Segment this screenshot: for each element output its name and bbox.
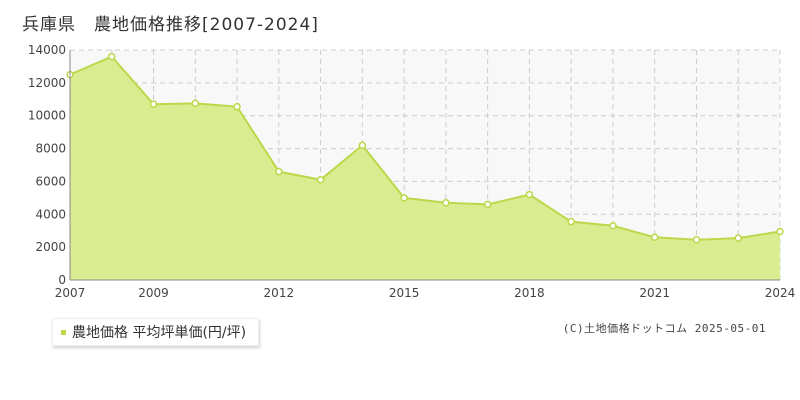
data-point [609,222,617,230]
data-point [400,194,408,202]
x-tick-label: 2024 [765,286,796,300]
data-point [734,234,742,242]
x-tick-label: 2009 [138,286,169,300]
series-area [70,56,780,281]
x-tick-label: 2012 [264,286,295,300]
x-tick-label: 2007 [55,286,86,300]
x-tick-label: 2015 [389,286,420,300]
y-tick-label: 0 [58,273,66,287]
y-tick-label: 10000 [28,109,66,123]
data-point [191,99,200,108]
y-tick-label: 4000 [35,207,66,221]
data-point [525,190,534,199]
data-point [776,227,784,236]
data-point [650,233,659,242]
y-tick-label: 2000 [35,240,66,254]
series-line [69,55,781,241]
data-point [442,199,450,207]
x-tick-label: 2021 [639,286,670,300]
data-point [275,167,283,176]
data-point [483,200,492,209]
legend-marker [61,329,66,335]
data-point [358,141,367,150]
chart-title: 兵庫県 農地価格推移[2007-2024] [22,15,319,35]
data-point [149,100,158,108]
data-point [108,52,116,61]
y-tick-label: 6000 [35,174,66,188]
data-point [567,217,575,226]
data-point [316,176,325,184]
y-tick-label: 12000 [28,76,66,90]
copyright-credit: (C)土地価格ドットコム 2025-05-01 [562,322,766,335]
data-point [233,102,241,111]
legend: 農地価格 平均坪単価(円/坪) [52,318,260,346]
legend-label: 農地価格 平均坪単価(円/坪) [72,325,247,341]
data-point [692,236,701,244]
y-tick-label: 8000 [35,142,66,156]
x-tick-label: 2018 [514,286,545,300]
y-tick-label: 14000 [28,43,66,57]
